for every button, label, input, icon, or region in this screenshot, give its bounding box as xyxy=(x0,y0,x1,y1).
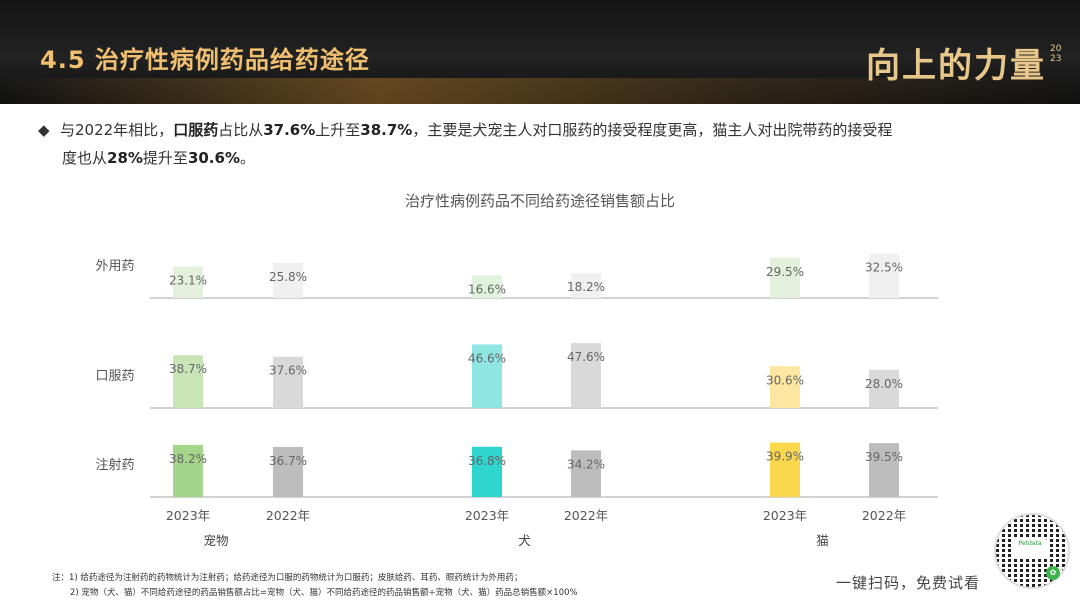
bar xyxy=(273,356,303,408)
x-tick-label: 2023年 xyxy=(166,508,210,523)
data-label: 34.2% xyxy=(567,457,605,471)
bar xyxy=(571,343,601,408)
summary-part: 提升至 xyxy=(142,149,188,167)
mini-program-icon: ✿ xyxy=(1046,566,1060,580)
brand-logo-text: 向上的力量 xyxy=(866,46,1046,86)
data-label: 23.1% xyxy=(169,273,207,287)
qr-logo: Petdata xyxy=(1012,539,1048,559)
bar xyxy=(173,355,203,408)
footnote-line-1: 注：1) 给药途径为注射药的药物统计为注射药；给药途径为口服的药物统计为口服药；… xyxy=(52,573,523,583)
data-label: 36.7% xyxy=(269,454,307,468)
data-label: 30.6% xyxy=(766,373,804,387)
data-label: 16.6% xyxy=(468,282,506,296)
summary-bold: 37.6% xyxy=(263,121,316,139)
summary-text: ◆ 与2022年相比，口服药占比从37.6%上升至38.7%，主要是犬宠主人对口服… xyxy=(38,116,1028,172)
x-tick-label: 2023年 xyxy=(763,508,807,523)
data-label: 39.9% xyxy=(766,450,804,464)
group-label: 宠物 xyxy=(203,533,228,548)
summary-part: 上升至 xyxy=(315,121,361,139)
bar xyxy=(869,253,899,298)
bar xyxy=(472,446,502,497)
summary-part: ，主要是犬宠主人对口服药的接受程度更高，猫主人对出院带药的接受程 xyxy=(412,121,893,139)
brand-year: 2023 xyxy=(1050,44,1062,64)
bar xyxy=(173,444,203,497)
data-label: 25.8% xyxy=(269,270,307,284)
data-label: 28.0% xyxy=(865,377,903,391)
data-label: 18.2% xyxy=(567,280,605,294)
group-label: 猫 xyxy=(816,533,829,548)
header-banner: 4.5 治疗性病例药品给药途径 向上的力量 2023 xyxy=(0,0,1080,104)
bullet-diamond-icon: ◆ xyxy=(38,121,50,139)
summary-bold: 28% xyxy=(107,149,143,167)
data-label: 29.5% xyxy=(766,265,804,279)
chart-title: 治疗性病例药品不同给药途径销售额占比 xyxy=(404,192,675,210)
summary-part: 度也从 xyxy=(62,149,108,167)
bar xyxy=(273,446,303,497)
data-label: 37.6% xyxy=(269,364,307,378)
data-label: 47.6% xyxy=(567,350,605,364)
scan-cta-text: 一键扫码，免费试看 xyxy=(836,574,981,592)
group-label: 犬 xyxy=(518,533,531,548)
summary-bold: 30.6% xyxy=(187,149,240,167)
footnote: 注：1) 给药途径为注射药的药物统计为注射药；给药途径为口服的药物统计为口服药；… xyxy=(52,571,578,601)
footnote-line-2: 2) 宠物（犬、猫）不同给药途径的药品销售额占比=宠物（犬、猫）不同给药途径的药… xyxy=(70,588,578,598)
x-tick-label: 2022年 xyxy=(862,508,906,523)
data-label: 39.5% xyxy=(865,450,903,464)
page-title: 4.5 治疗性病例药品给药途径 xyxy=(40,46,370,74)
data-label: 46.6% xyxy=(468,351,506,365)
bar xyxy=(571,450,601,497)
bar xyxy=(273,262,303,298)
summary-part: 与2022年相比， xyxy=(60,121,174,139)
bar-chart: 外用药 23.1% 25.8% 16.6% 18.2% 29.5% 32.5% 口服药 38.7… xyxy=(95,253,938,548)
data-label: 32.5% xyxy=(865,261,903,275)
header-shine xyxy=(0,78,1080,104)
summary-bold: 38.7% xyxy=(360,121,413,139)
x-tick-label: 2023年 xyxy=(465,508,509,523)
bar xyxy=(173,266,203,298)
bar xyxy=(472,344,502,408)
summary-part: 。 xyxy=(239,149,255,167)
summary-bold: 口服药 xyxy=(173,121,219,139)
data-label: 38.7% xyxy=(169,362,207,376)
row-label: 口服药 xyxy=(95,369,134,384)
data-label: 36.8% xyxy=(468,454,506,468)
x-tick-label: 2022年 xyxy=(564,508,608,523)
row-label: 外用药 xyxy=(95,259,134,274)
row-label: 注射药 xyxy=(95,457,134,473)
data-label: 38.2% xyxy=(169,452,207,466)
bar xyxy=(571,273,601,298)
bar xyxy=(472,275,502,298)
bar xyxy=(770,366,800,408)
bar xyxy=(770,257,800,298)
bar xyxy=(770,442,800,497)
bar xyxy=(869,443,899,497)
bar xyxy=(869,369,899,408)
x-tick-label: 2022年 xyxy=(266,508,310,523)
summary-part: 占比从 xyxy=(218,121,264,139)
